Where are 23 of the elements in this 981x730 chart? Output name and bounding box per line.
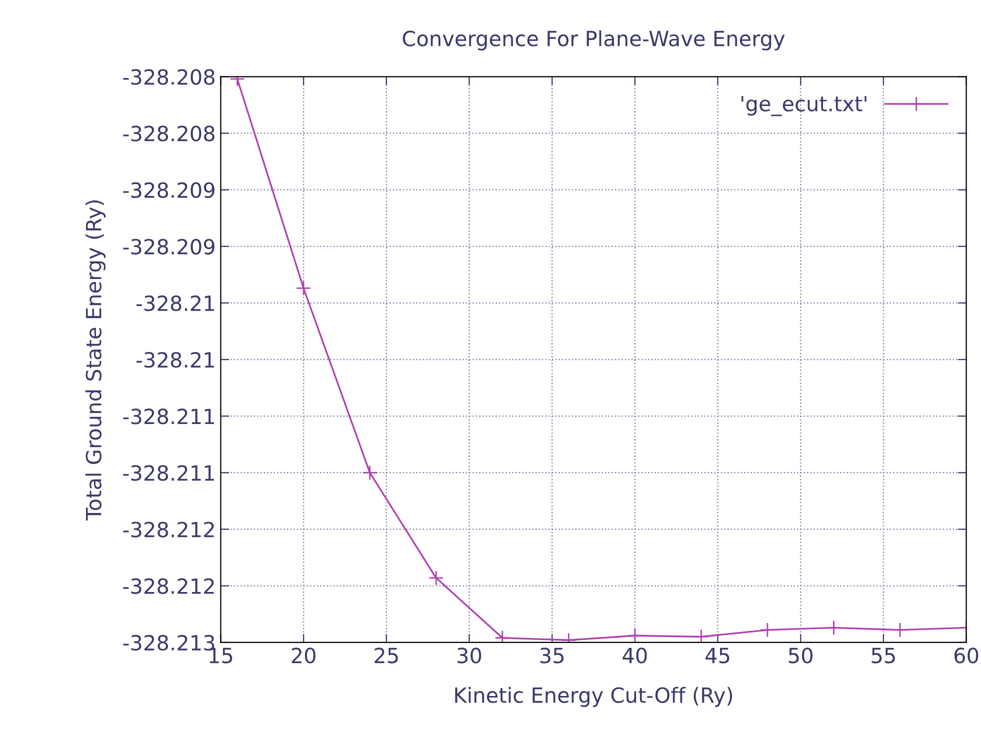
y-tick-label: -328.212 — [123, 522, 214, 538]
x-tick-label: 55 — [872, 648, 895, 664]
y-axis-title: Total Ground State Energy (Ry) — [85, 200, 106, 520]
y-tick-label: -328.208 — [123, 126, 214, 142]
x-tick-label: 20 — [292, 648, 316, 664]
y-tick-label: -328.21 — [136, 352, 214, 368]
x-tick-label: 35 — [540, 648, 564, 664]
x-axis-title: Kinetic Energy Cut-Off (Ry) — [455, 686, 732, 708]
chart-title: Convergence For Plane-Wave Energy — [402, 30, 785, 50]
y-tick-label: -328.209 — [123, 238, 214, 255]
x-tick-label: 45 — [706, 648, 730, 664]
x-tick-label: 40 — [622, 648, 647, 664]
x-tick-label: 25 — [374, 648, 398, 664]
y-tick-label: -328.21 — [136, 295, 214, 312]
y-tick-label: -328.211 — [123, 465, 214, 481]
legend-label: 'ge_ecut.txt' — [742, 96, 866, 116]
y-tick-label: -328.211 — [123, 408, 214, 424]
y-tick-label: -328.212 — [123, 578, 214, 594]
y-tick-label: -328.209 — [123, 182, 214, 198]
x-tick-label: 30 — [458, 648, 482, 664]
x-tick-label: 60 — [954, 648, 978, 664]
x-tick-label: 50 — [788, 648, 812, 664]
y-tick-label: -328.208 — [123, 69, 214, 85]
